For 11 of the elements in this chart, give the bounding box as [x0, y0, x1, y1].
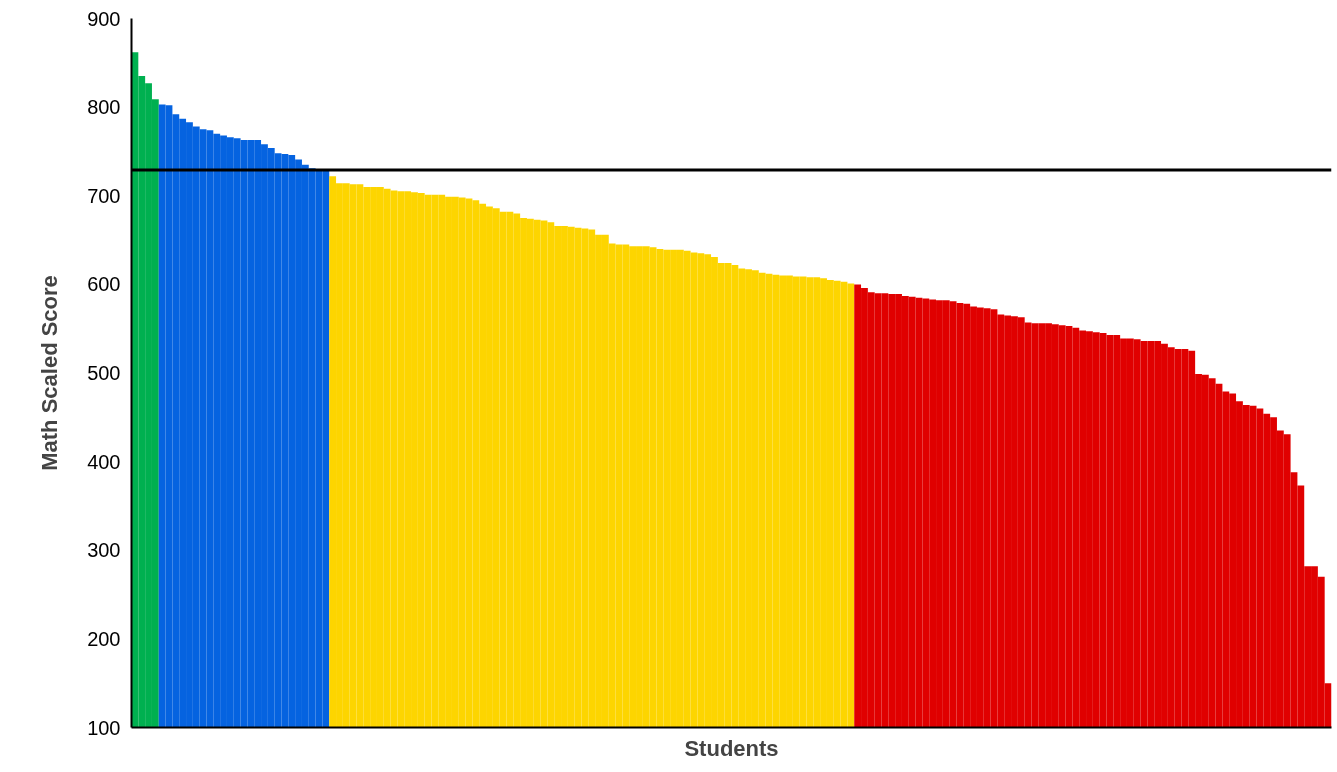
- y-axis-title: Math Scaled Score: [37, 275, 63, 471]
- y-tick-label: 400: [87, 450, 121, 473]
- y-tick-label: 800: [87, 96, 121, 119]
- y-tick-label: 900: [87, 7, 121, 30]
- y-tick-label: 100: [87, 716, 121, 739]
- y-tick-label: 700: [87, 184, 121, 207]
- y-tick-label: 600: [87, 273, 121, 296]
- x-axis-title: Students: [684, 735, 779, 761]
- y-tick-label: 300: [87, 539, 121, 562]
- y-tick-label: 500: [87, 362, 121, 384]
- y-tick-label: 200: [87, 627, 121, 650]
